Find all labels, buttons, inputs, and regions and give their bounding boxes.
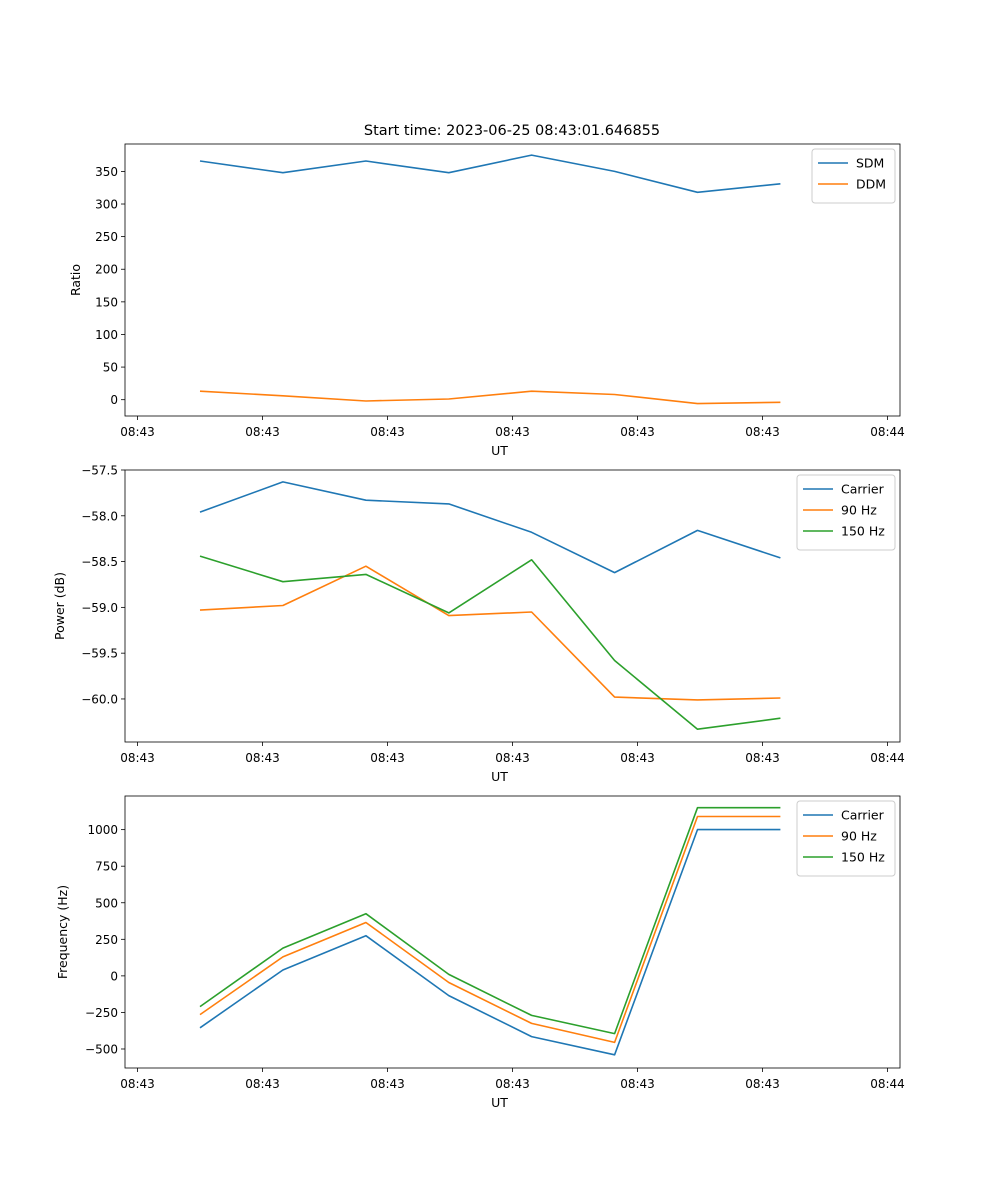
x-tick-label: 08:44 <box>870 425 905 439</box>
y-tick-label: 150 <box>95 295 118 309</box>
series-line-sdm <box>199 154 781 194</box>
y-tick-label: 500 <box>95 896 118 910</box>
series-line-carrier <box>199 828 781 1056</box>
legend-label: 150 Hz <box>841 850 885 865</box>
series-line-90-hz <box>199 565 781 701</box>
legend-label: SDM <box>856 156 884 171</box>
y-tick-label: −500 <box>85 1042 118 1056</box>
subplot-3: 08:43 08:43 08:43 08:43 08:43 08:43 08:44 −500 −… <box>55 795 905 1110</box>
legend-label: 150 Hz <box>841 524 885 539</box>
x-tick-label: 08:43 <box>370 425 405 439</box>
y-tick-label: −58.0 <box>81 509 118 523</box>
y-tick-label: −58.5 <box>81 555 118 569</box>
y-tick-label: 0 <box>110 969 118 983</box>
y-tick-label: 200 <box>95 263 118 277</box>
x-axis-label: UT <box>491 769 508 784</box>
y-tick-label: −60.0 <box>81 692 118 706</box>
legend-label: Carrier <box>841 482 885 497</box>
y-tick-label: 100 <box>95 328 118 342</box>
x-tick-label: 08:43 <box>495 1077 530 1091</box>
x-axis-label: UT <box>491 443 508 458</box>
y-tick-label: 0 <box>110 393 118 407</box>
x-tick-label: 08:43 <box>495 751 530 765</box>
y-tick-label: 250 <box>95 230 118 244</box>
x-tick-label: 08:44 <box>870 1077 905 1091</box>
x-tick-label: 08:43 <box>370 751 405 765</box>
legend-label: 90 Hz <box>841 503 877 518</box>
y-axis-label: Power (dB) <box>52 572 67 640</box>
x-tick-label: 08:43 <box>120 425 155 439</box>
series-line-ddm <box>199 390 781 405</box>
y-tick-label: 1000 <box>87 823 118 837</box>
x-tick-label: 08:43 <box>620 751 655 765</box>
y-tick-label: 750 <box>95 860 118 874</box>
x-tick-label: 08:43 <box>370 1077 405 1091</box>
y-tick-label: −59.0 <box>81 601 118 615</box>
x-tick-label: 08:43 <box>745 751 780 765</box>
y-tick-label: 250 <box>95 933 118 947</box>
y-axis-label: Frequency (Hz) <box>55 885 70 979</box>
legend: Carrier 90 Hz 150 Hz <box>796 474 896 551</box>
x-tick-label: 08:43 <box>120 1077 155 1091</box>
y-tick-label: −250 <box>85 1006 118 1020</box>
y-tick-label: 50 <box>103 361 118 375</box>
x-tick-label: 08:43 <box>245 1077 280 1091</box>
series-line-150-hz <box>199 806 781 1035</box>
legend-label: 90 Hz <box>841 829 877 844</box>
legend: SDM DDM <box>811 148 896 204</box>
subplot-2: 08:43 08:43 08:43 08:43 08:43 08:43 08:44 −60.0… <box>52 464 905 785</box>
legend-label: Carrier <box>841 808 885 823</box>
y-tick-label: −59.5 <box>81 647 118 661</box>
y-axis-label: Ratio <box>68 264 83 296</box>
series-line-150-hz <box>199 555 781 731</box>
figure-title: Start time: 2023-06-25 08:43:01.646855 <box>364 123 660 139</box>
axes-container: 08:43 08:43 08:43 08:43 08:43 08:43 08:44 0 50 10… <box>52 143 905 1110</box>
x-tick-label: 08:43 <box>245 751 280 765</box>
legend-label: DDM <box>856 177 886 192</box>
x-tick-label: 08:43 <box>245 425 280 439</box>
series-line-90-hz <box>199 815 781 1044</box>
y-tick-label: 300 <box>95 198 118 212</box>
series-line-carrier <box>199 481 781 574</box>
x-tick-label: 08:43 <box>120 751 155 765</box>
subplot-1: 08:43 08:43 08:43 08:43 08:43 08:43 08:44 0 50 10… <box>68 143 905 458</box>
y-tick-label: −57.5 <box>81 464 118 478</box>
x-tick-label: 08:43 <box>620 1077 655 1091</box>
x-tick-label: 08:43 <box>745 425 780 439</box>
x-axis-label: UT <box>491 1095 508 1110</box>
x-tick-label: 08:44 <box>870 751 905 765</box>
y-tick-label: 350 <box>95 165 118 179</box>
x-tick-label: 08:43 <box>620 425 655 439</box>
x-tick-label: 08:43 <box>495 425 530 439</box>
x-tick-label: 08:43 <box>745 1077 780 1091</box>
legend: Carrier 90 Hz 150 Hz <box>796 800 896 877</box>
